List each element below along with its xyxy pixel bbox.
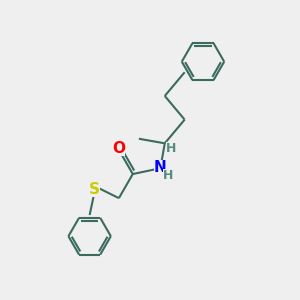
Text: O: O <box>112 141 125 156</box>
Text: H: H <box>163 169 174 182</box>
Text: H: H <box>166 142 176 155</box>
Text: N: N <box>154 160 167 175</box>
Text: S: S <box>89 182 100 196</box>
